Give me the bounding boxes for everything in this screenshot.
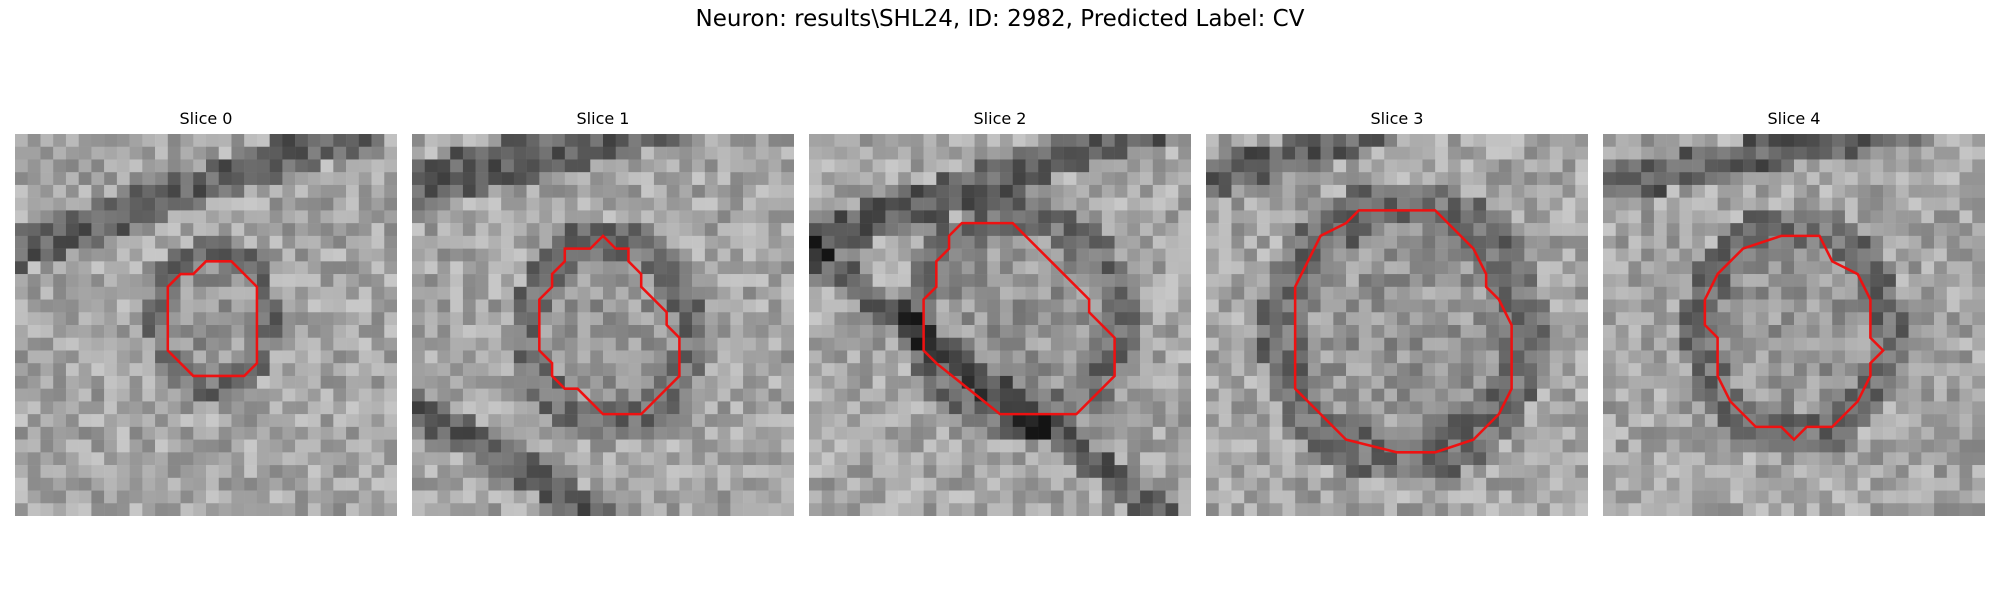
figure-title: Neuron: results\SHL24, ID: 2982, Predict… bbox=[695, 6, 1305, 32]
slice-title-0: Slice 0 bbox=[179, 109, 233, 128]
slice-title-4: Slice 4 bbox=[1767, 109, 1821, 128]
grayscale-pixels bbox=[412, 134, 794, 516]
slice-panel-4: Slice 4 bbox=[1603, 108, 1985, 516]
slice-title-2: Slice 2 bbox=[973, 109, 1027, 128]
slice-image-3 bbox=[1206, 134, 1588, 516]
slice-panel-1: Slice 1 bbox=[412, 108, 794, 516]
slice-panel-3: Slice 3 bbox=[1206, 108, 1588, 516]
slice-panel-0: Slice 0 bbox=[15, 108, 397, 516]
segmentation-contour bbox=[1703, 234, 1885, 442]
grayscale-pixels bbox=[15, 134, 397, 516]
grayscale-pixels bbox=[1603, 134, 1985, 516]
grayscale-pixels bbox=[809, 134, 1191, 516]
segmentation-contour bbox=[922, 221, 1116, 416]
segmentation-contour bbox=[538, 234, 681, 416]
segmentation-contour bbox=[1293, 209, 1513, 454]
slice-image-1 bbox=[412, 134, 794, 516]
slice-title-3: Slice 3 bbox=[1370, 109, 1424, 128]
slice-image-4 bbox=[1603, 134, 1985, 516]
slice-image-0 bbox=[15, 134, 397, 516]
grayscale-pixels bbox=[1206, 134, 1588, 516]
segmentation-contour bbox=[166, 260, 259, 378]
slice-title-1: Slice 1 bbox=[576, 109, 630, 128]
slice-image-2 bbox=[809, 134, 1191, 516]
slice-panel-2: Slice 2 bbox=[809, 108, 1191, 516]
